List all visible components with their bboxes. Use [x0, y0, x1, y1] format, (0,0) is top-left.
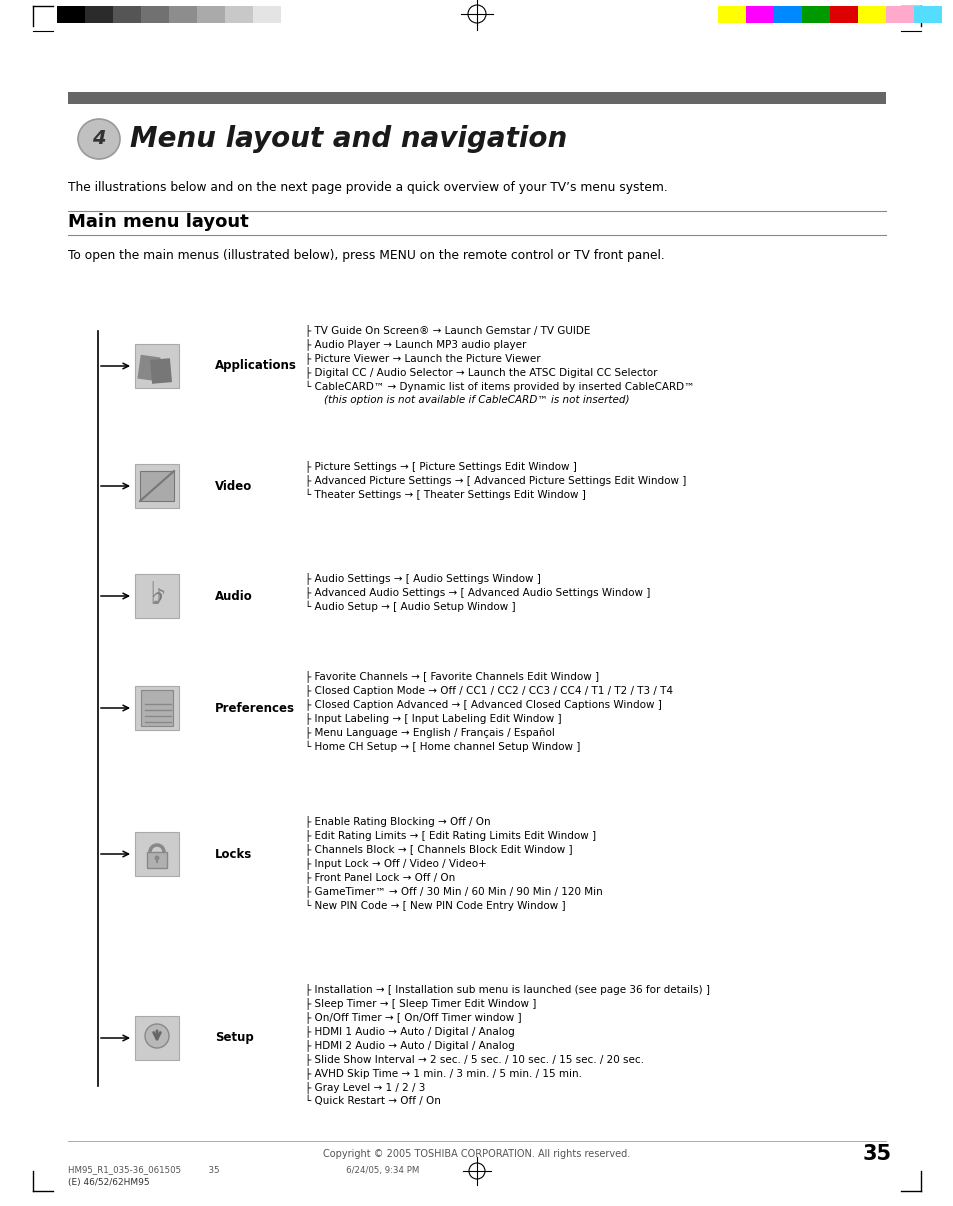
- Text: ├ Audio Player → Launch MP3 audio player: ├ Audio Player → Launch MP3 audio player: [305, 338, 526, 350]
- Text: ├ AVHD Skip Time → 1 min. / 3 min. / 5 min. / 15 min.: ├ AVHD Skip Time → 1 min. / 3 min. / 5 m…: [305, 1067, 581, 1079]
- Bar: [196, 6, 225, 23]
- Text: 4: 4: [92, 129, 106, 148]
- Bar: [745, 6, 773, 23]
- Text: Menu layout and navigation: Menu layout and navigation: [130, 125, 567, 153]
- Text: ├ TV Guide On Screen® → Launch Gemstar / TV GUIDE: ├ TV Guide On Screen® → Launch Gemstar /…: [305, 324, 590, 336]
- Text: ♭: ♭: [149, 581, 163, 610]
- Text: └ Theater Settings → [ Theater Settings Edit Window ]: └ Theater Settings → [ Theater Settings …: [305, 488, 585, 499]
- Text: ├ Closed Caption Mode → Off / CC1 / CC2 / CC3 / CC4 / T1 / T2 / T3 / T4: ├ Closed Caption Mode → Off / CC1 / CC2 …: [305, 684, 672, 696]
- Circle shape: [154, 855, 159, 861]
- Text: ├ Input Lock → Off / Video / Video+: ├ Input Lock → Off / Video / Video+: [305, 857, 486, 870]
- Text: ├ Channels Block → [ Channels Block Edit Window ]: ├ Channels Block → [ Channels Block Edit…: [305, 843, 572, 855]
- Text: Applications: Applications: [214, 359, 296, 373]
- Bar: [57, 6, 85, 23]
- Bar: [135, 686, 179, 730]
- Bar: [829, 6, 857, 23]
- Bar: [135, 464, 179, 508]
- Text: └ Audio Setup → [ Audio Setup Window ]: └ Audio Setup → [ Audio Setup Window ]: [305, 601, 515, 611]
- Text: ├ On/Off Timer → [ On/Off Timer window ]: ├ On/Off Timer → [ On/Off Timer window ]: [305, 1011, 521, 1023]
- Bar: [135, 574, 179, 617]
- Text: ├ Input Labeling → [ Input Labeling Edit Window ]: ├ Input Labeling → [ Input Labeling Edit…: [305, 712, 561, 724]
- Text: ├ Picture Viewer → Launch the Picture Viewer: ├ Picture Viewer → Launch the Picture Vi…: [305, 352, 540, 364]
- Bar: [137, 355, 160, 381]
- Bar: [225, 6, 253, 23]
- Text: The illustrations below and on the next page provide a quick overview of your TV: The illustrations below and on the next …: [68, 181, 667, 194]
- Text: └ New PIN Code → [ New PIN Code Entry Window ]: └ New PIN Code → [ New PIN Code Entry Wi…: [305, 900, 565, 911]
- Text: Locks: Locks: [214, 848, 252, 861]
- Bar: [112, 6, 141, 23]
- Text: ├ Enable Rating Blocking → Off / On: ├ Enable Rating Blocking → Off / On: [305, 815, 490, 827]
- Text: (this option is not available if CableCARD™ is not inserted): (this option is not available if CableCA…: [324, 396, 629, 405]
- Bar: [773, 6, 801, 23]
- Text: ├ Sleep Timer → [ Sleep Timer Edit Window ]: ├ Sleep Timer → [ Sleep Timer Edit Windo…: [305, 997, 536, 1009]
- Bar: [135, 1015, 179, 1060]
- Bar: [913, 6, 941, 23]
- Text: Copyright © 2005 TOSHIBA CORPORATION. All rights reserved.: Copyright © 2005 TOSHIBA CORPORATION. Al…: [323, 1149, 630, 1159]
- Bar: [135, 344, 179, 388]
- Text: ├ Front Panel Lock → Off / On: ├ Front Panel Lock → Off / On: [305, 871, 455, 883]
- Bar: [147, 851, 167, 868]
- Text: ├ Digital CC / Audio Selector → Launch the ATSC Digital CC Selector: ├ Digital CC / Audio Selector → Launch t…: [305, 367, 657, 377]
- Bar: [141, 6, 169, 23]
- Text: ├ Gray Level → 1 / 2 / 3: ├ Gray Level → 1 / 2 / 3: [305, 1081, 425, 1093]
- Text: ♪: ♪: [151, 589, 165, 608]
- Bar: [718, 6, 745, 23]
- Bar: [141, 690, 172, 726]
- Text: └ Home CH Setup → [ Home channel Setup Window ]: └ Home CH Setup → [ Home channel Setup W…: [305, 740, 579, 751]
- Text: ├ GameTimer™ → Off / 30 Min / 60 Min / 90 Min / 120 Min: ├ GameTimer™ → Off / 30 Min / 60 Min / 9…: [305, 885, 602, 897]
- Text: Main menu layout: Main menu layout: [68, 213, 249, 232]
- Text: Setup: Setup: [214, 1031, 253, 1044]
- Text: HM95_R1_035-36_061505          35                                              6: HM95_R1_035-36_061505 35 6: [68, 1165, 419, 1175]
- Text: To open the main menus (illustrated below), press MENU on the remote control or : To open the main menus (illustrated belo…: [68, 250, 664, 263]
- Text: ├ HDMI 2 Audio → Auto / Digital / Analog: ├ HDMI 2 Audio → Auto / Digital / Analog: [305, 1040, 515, 1050]
- Bar: [253, 6, 281, 23]
- Text: └ Quick Restart → Off / On: └ Quick Restart → Off / On: [305, 1096, 440, 1106]
- Text: ├ Picture Settings → [ Picture Settings Edit Window ]: ├ Picture Settings → [ Picture Settings …: [305, 459, 577, 472]
- Text: ├ Slide Show Interval → 2 sec. / 5 sec. / 10 sec. / 15 sec. / 20 sec.: ├ Slide Show Interval → 2 sec. / 5 sec. …: [305, 1053, 643, 1065]
- Bar: [801, 6, 829, 23]
- Bar: [135, 832, 179, 876]
- Text: ├ Menu Language → English / Français / Español: ├ Menu Language → English / Français / E…: [305, 726, 555, 738]
- Bar: [85, 6, 112, 23]
- Bar: [885, 6, 913, 23]
- Text: └ CableCARD™ → Dynamic list of items provided by inserted CableCARD™: └ CableCARD™ → Dynamic list of items pro…: [305, 380, 694, 392]
- Circle shape: [145, 1024, 169, 1048]
- Text: 35: 35: [862, 1144, 891, 1164]
- Text: ├ Installation → [ Installation sub menu is launched (see page 36 for details) ]: ├ Installation → [ Installation sub menu…: [305, 983, 709, 995]
- Text: ├ Advanced Audio Settings → [ Advanced Audio Settings Window ]: ├ Advanced Audio Settings → [ Advanced A…: [305, 586, 650, 598]
- Text: ├ Advanced Picture Settings → [ Advanced Picture Settings Edit Window ]: ├ Advanced Picture Settings → [ Advanced…: [305, 474, 685, 486]
- Text: ├ Favorite Channels → [ Favorite Channels Edit Window ]: ├ Favorite Channels → [ Favorite Channel…: [305, 671, 598, 681]
- Text: ├ Closed Caption Advanced → [ Advanced Closed Captions Window ]: ├ Closed Caption Advanced → [ Advanced C…: [305, 698, 661, 710]
- Text: ├ Edit Rating Limits → [ Edit Rating Limits Edit Window ]: ├ Edit Rating Limits → [ Edit Rating Lim…: [305, 829, 596, 841]
- Bar: [169, 6, 196, 23]
- Bar: [857, 6, 885, 23]
- Text: Preferences: Preferences: [214, 702, 294, 714]
- Ellipse shape: [78, 119, 120, 159]
- Bar: [140, 472, 173, 500]
- Bar: [68, 92, 885, 104]
- Bar: [150, 358, 172, 384]
- Text: Video: Video: [214, 480, 252, 492]
- Text: (E) 46/52/62HM95: (E) 46/52/62HM95: [68, 1178, 150, 1188]
- Text: ├ Audio Settings → [ Audio Settings Window ]: ├ Audio Settings → [ Audio Settings Wind…: [305, 572, 540, 584]
- Text: ├ HDMI 1 Audio → Auto / Digital / Analog: ├ HDMI 1 Audio → Auto / Digital / Analog: [305, 1025, 515, 1037]
- Text: Audio: Audio: [214, 590, 253, 603]
